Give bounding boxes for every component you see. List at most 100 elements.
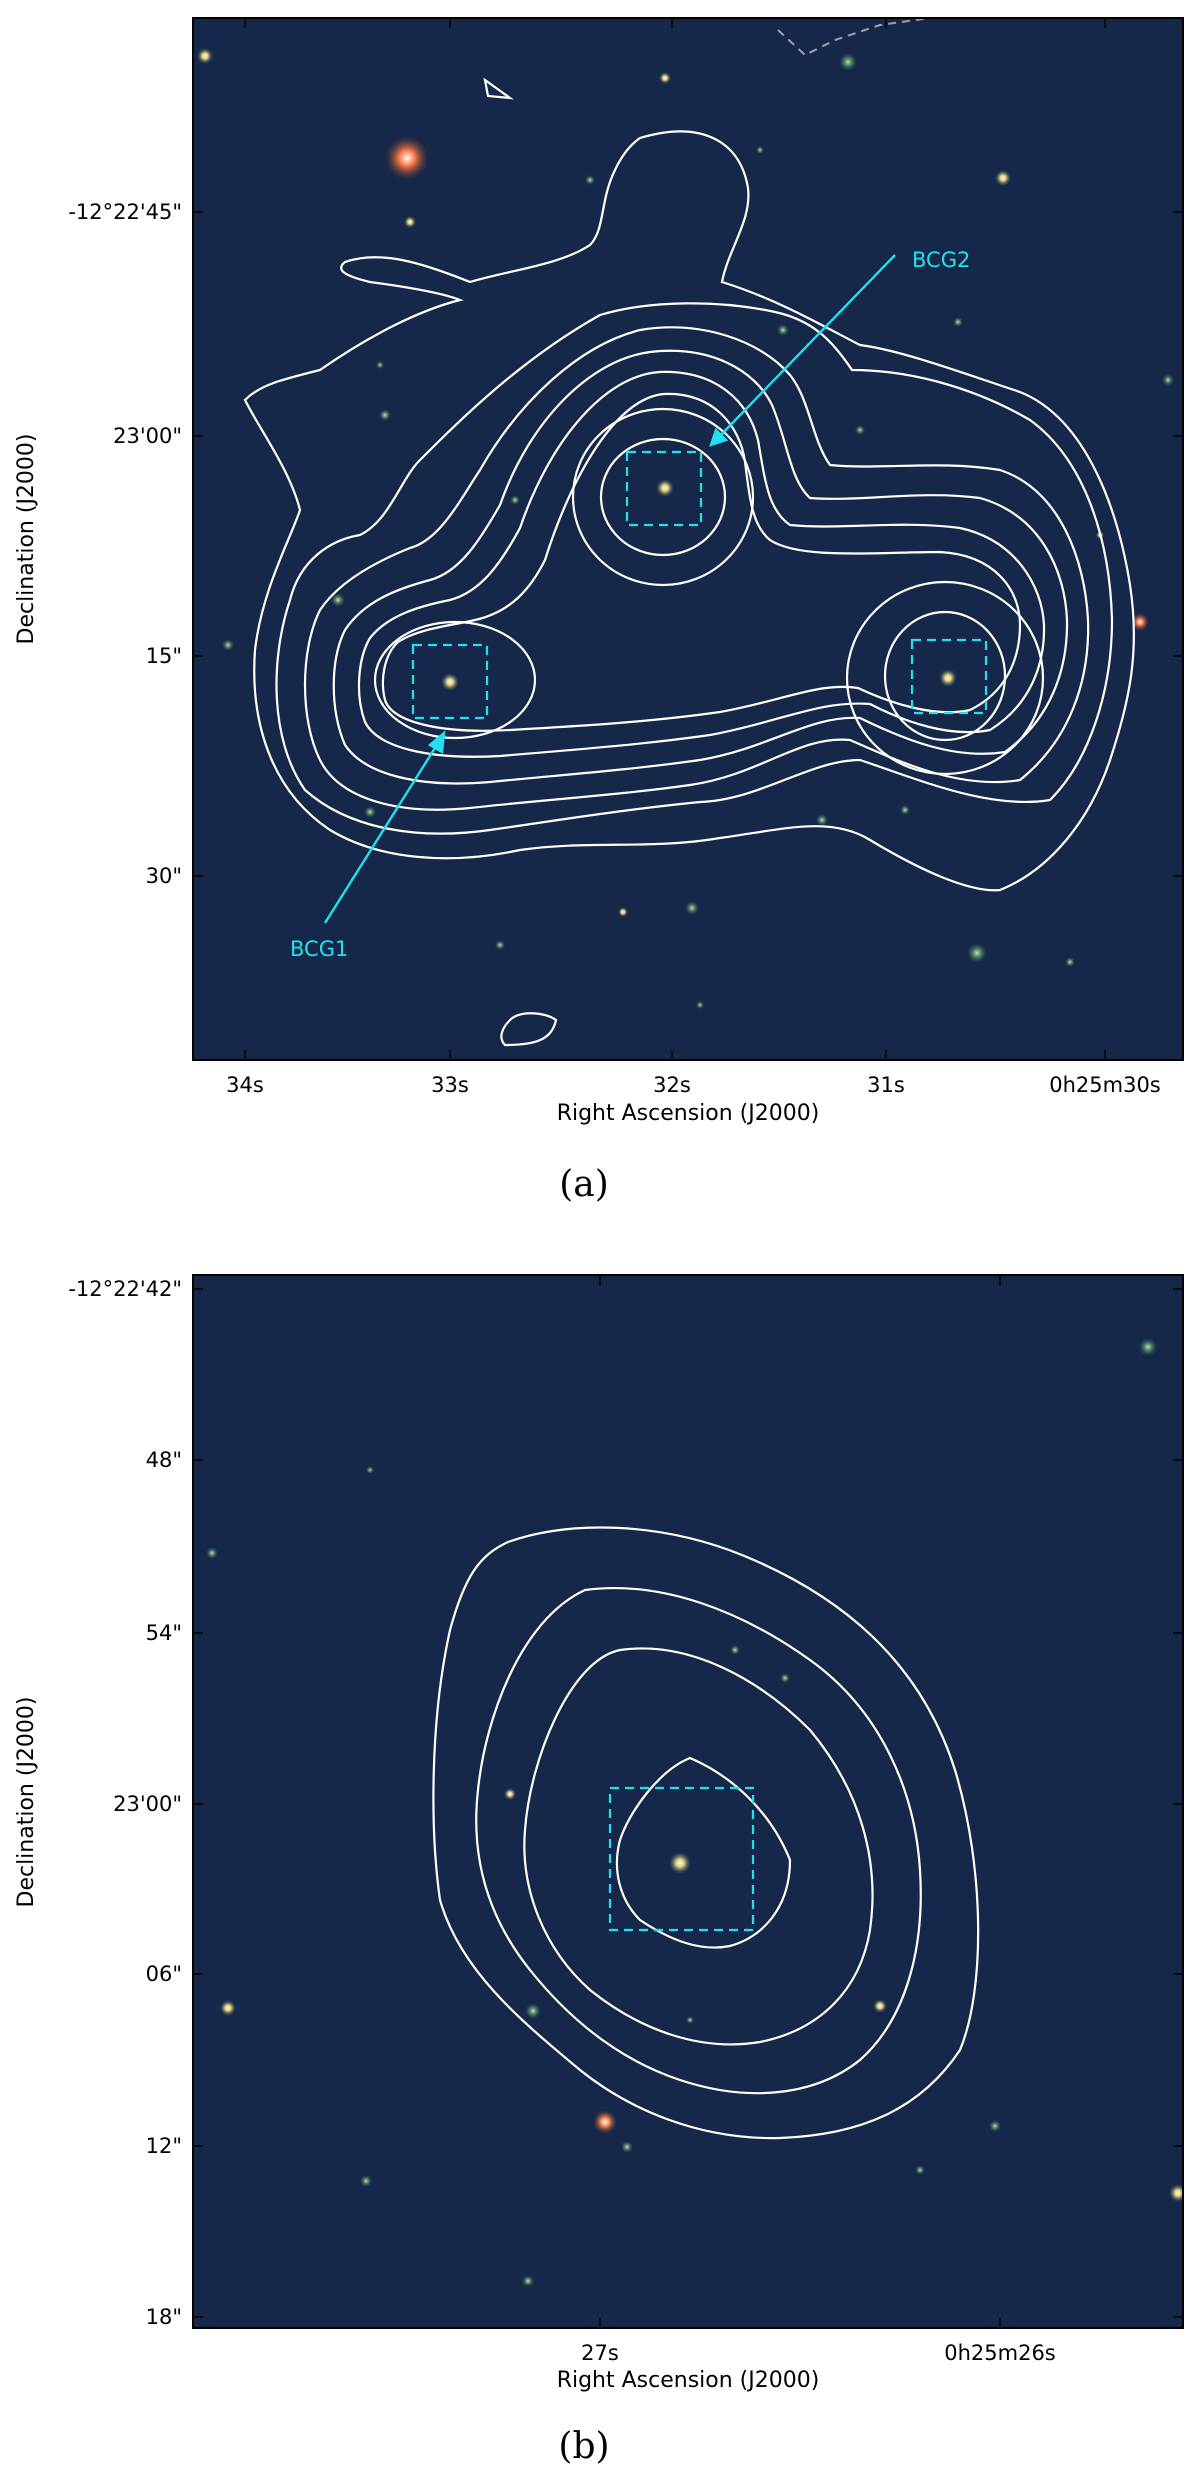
galaxy xyxy=(525,2003,541,2019)
galaxy xyxy=(915,2165,925,2175)
galaxy xyxy=(953,317,963,327)
contour-level-1 xyxy=(243,130,1136,892)
tick-marks xyxy=(193,1275,1183,2328)
bcg2-box xyxy=(625,450,703,527)
star xyxy=(220,2000,236,2016)
galaxy xyxy=(967,943,987,963)
x-tick-label: 27s xyxy=(581,2341,619,2365)
contour-level-3 xyxy=(523,1647,874,2046)
bcg-box xyxy=(608,1786,755,1932)
contour-bcg2-inner xyxy=(599,437,727,557)
galaxy xyxy=(206,1547,218,1559)
galaxy-field xyxy=(197,48,1174,1009)
star xyxy=(995,170,1011,186)
x-tick-label: 0h25m26s xyxy=(944,2341,1056,2365)
bcg-boxes xyxy=(411,450,988,720)
bcg1-arrow xyxy=(323,739,442,924)
star xyxy=(1169,2184,1183,2202)
galaxy xyxy=(686,2016,694,2024)
star xyxy=(618,907,628,917)
galaxy xyxy=(1139,1338,1157,1356)
galaxy xyxy=(685,901,699,915)
x-tick-label: 32s xyxy=(653,1073,691,1097)
x-tick-label: 0h25m30s xyxy=(1049,1073,1161,1097)
bcg2-galaxy xyxy=(656,479,674,497)
contour-level-5 xyxy=(357,370,1046,758)
contour-level-4 xyxy=(615,1756,792,1949)
bcg-galaxy xyxy=(669,1852,691,1874)
y-tick-label: -12°22'45" xyxy=(68,200,182,224)
contour-level-3 xyxy=(303,326,1090,811)
bcg2-arrow xyxy=(717,254,896,439)
contour-bcg1-inner xyxy=(373,620,537,740)
y-tick-label: 23'00" xyxy=(113,1792,182,1816)
x-axis-label: Right Ascension (J2000) xyxy=(557,1101,820,1126)
panel-a-figure: BCG1 BCG2 34s 33s 32s 31s 0h25m30s -12°2… xyxy=(14,17,1184,1205)
bcg1-arrowhead xyxy=(427,730,446,754)
x-tick-label: 33s xyxy=(431,1073,469,1097)
y-axis-label: Declination (J2000) xyxy=(14,1697,39,1908)
y-tick-labels: -12°22'45" 23'00" 15" 30" xyxy=(68,200,182,888)
galaxy xyxy=(1065,957,1075,967)
y-tick-labels: -12°22'42" 48" 54" 23'00" 06" 12" 18" xyxy=(68,1277,182,2329)
x-tick-label: 34s xyxy=(226,1073,264,1097)
y-tick-label: 23'00" xyxy=(113,424,182,448)
y-axis-label: Declination (J2000) xyxy=(14,434,39,645)
galaxy xyxy=(379,409,391,421)
survey-edge-line xyxy=(777,18,931,57)
y-tick-label: 18" xyxy=(146,2305,182,2329)
bcg2-label: BCG2 xyxy=(912,248,970,272)
y-tick-label: -12°22'42" xyxy=(68,1277,182,1301)
bcg1-label: BCG1 xyxy=(290,937,348,961)
star xyxy=(659,72,671,84)
galaxy xyxy=(222,639,234,651)
galaxy-field xyxy=(206,1338,1183,2287)
galaxy xyxy=(855,425,865,435)
bcg2-arrowhead xyxy=(709,427,729,447)
galaxy xyxy=(939,669,957,687)
panel-a: BCG1 BCG2 34s 33s 32s 31s 0h25m30s -12°2… xyxy=(0,0,1200,1230)
star xyxy=(504,1788,516,1800)
y-tick-label: 30" xyxy=(146,864,182,888)
bcg1-galaxy xyxy=(441,673,459,691)
galaxy xyxy=(331,593,345,607)
contour-east-mid xyxy=(845,580,1045,776)
contour-lines xyxy=(243,77,1136,1047)
galaxy xyxy=(730,1645,740,1655)
contour-island xyxy=(500,1012,558,1047)
galaxy xyxy=(816,814,828,826)
sky-image xyxy=(193,1275,1183,2328)
plot-frame xyxy=(192,17,1184,1061)
east-bcg-box xyxy=(910,638,988,715)
y-tick-label: 54" xyxy=(146,1621,182,1645)
star xyxy=(197,48,213,64)
galaxy xyxy=(1162,374,1174,386)
contour-level-4 xyxy=(332,349,1069,785)
bcg1-box xyxy=(411,643,489,720)
y-tick-label: 48" xyxy=(146,1448,182,1472)
contour-level-2 xyxy=(475,1586,922,2095)
galaxy xyxy=(522,2275,534,2287)
sky-image xyxy=(193,18,1183,1060)
contour-island xyxy=(483,77,514,100)
tick-marks xyxy=(193,18,1183,1060)
y-tick-label: 15" xyxy=(146,644,182,668)
contour-bcg2-outer xyxy=(571,407,755,587)
galaxy xyxy=(360,2175,372,2187)
x-axis-label: Right Ascension (J2000) xyxy=(557,2368,820,2393)
contour-level-2 xyxy=(275,302,1114,835)
panel-b: 27s 0h25m26s -12°22'42" 48" 54" 23'00" 0… xyxy=(0,1230,1200,2474)
galaxy xyxy=(366,1466,374,1474)
star xyxy=(873,1999,887,2013)
y-tick-label: 06" xyxy=(146,1962,182,1986)
star xyxy=(1131,613,1149,631)
galaxy xyxy=(376,361,384,369)
contour-level-1 xyxy=(432,1526,980,2140)
galaxy xyxy=(839,53,857,71)
x-tick-labels: 27s 0h25m26s xyxy=(581,2341,1056,2365)
galaxy xyxy=(495,940,505,950)
galaxy xyxy=(621,2141,633,2153)
star xyxy=(404,216,416,228)
galaxy xyxy=(364,806,376,818)
galaxy xyxy=(510,495,520,505)
